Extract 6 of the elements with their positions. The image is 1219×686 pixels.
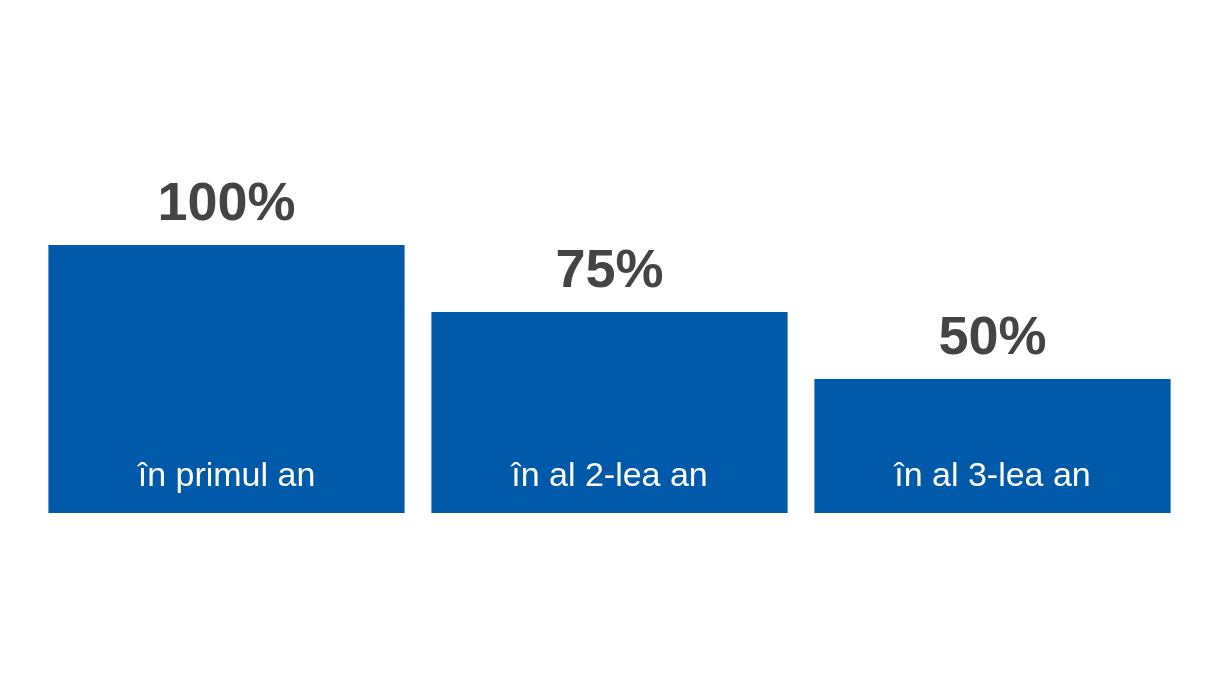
x-tick-label: în al 2-lea an <box>510 455 708 494</box>
x-tick-label: în primul an <box>136 455 316 494</box>
data-label: 100% <box>157 171 296 231</box>
data-label: 50% <box>938 305 1047 365</box>
data-label: 75% <box>555 238 664 298</box>
x-tick-label: în al 3-lea an <box>893 455 1091 494</box>
